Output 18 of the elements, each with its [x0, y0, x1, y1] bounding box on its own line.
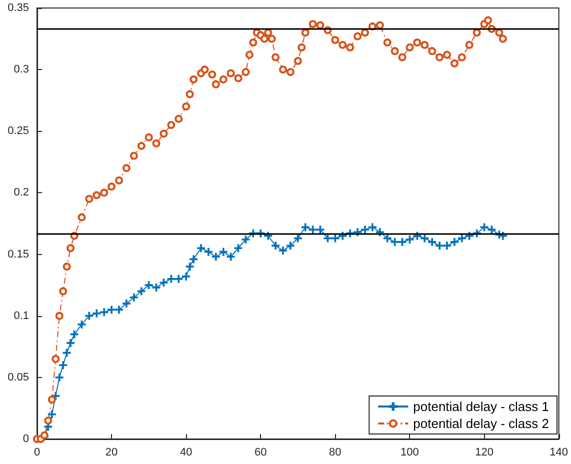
y-tick-label: 0.2 — [14, 186, 29, 199]
x-tick-label: 40 — [180, 446, 192, 458]
x-tick-label: 100 — [400, 446, 419, 458]
legend-label: potential delay - class 1 — [413, 399, 550, 414]
y-tick-label: 0.05 — [8, 371, 29, 384]
y-tick-label: 0.1 — [14, 310, 29, 322]
x-tick-label: 80 — [329, 446, 342, 458]
y-tick-label: 0.15 — [8, 248, 29, 260]
x-tick-label: 120 — [475, 446, 494, 458]
y-tick-label: 0.3 — [14, 64, 29, 76]
y-tick-label: 0 — [22, 433, 29, 445]
x-tick-label: 140 — [550, 446, 568, 458]
legend-label: potential delay - class 2 — [413, 416, 550, 431]
x-tick-label: 60 — [254, 446, 267, 458]
x-tick-label: 0 — [34, 446, 40, 458]
x-tick-label: 20 — [105, 446, 118, 458]
y-tick-label: 0.35 — [8, 2, 29, 14]
y-tick-label: 0.25 — [8, 125, 29, 138]
